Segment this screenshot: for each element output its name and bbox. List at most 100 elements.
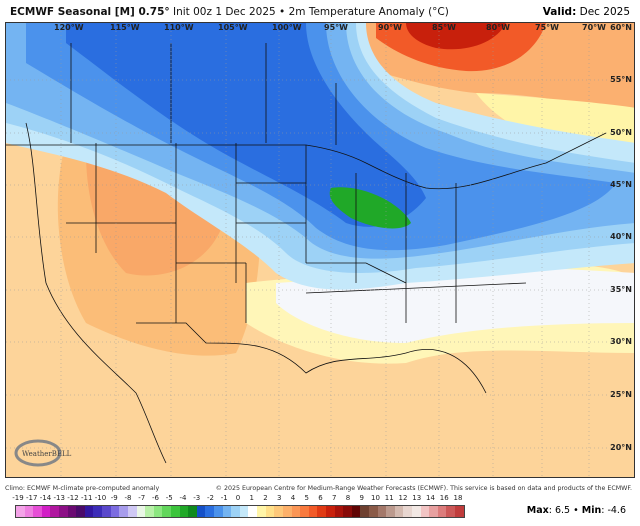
colorbar-swatch bbox=[291, 506, 301, 517]
weatherbell-logo: WeatherBELL bbox=[14, 439, 76, 467]
colorbar-swatch bbox=[265, 506, 275, 517]
lon-label: 110°W bbox=[164, 23, 194, 32]
colorbar-tick-label: -6 bbox=[152, 494, 159, 502]
colorbar-swatch bbox=[110, 506, 120, 517]
colorbar-tick-label: 11 bbox=[384, 494, 394, 502]
lat-label: 35°N bbox=[610, 285, 632, 294]
lon-label: 120°W bbox=[54, 23, 84, 32]
lat-label: 60°N bbox=[610, 23, 632, 32]
lat-label: 30°N bbox=[610, 337, 632, 346]
colorbar-tick-label: -7 bbox=[138, 494, 146, 502]
colorbar-swatch bbox=[420, 506, 430, 517]
colorbar-swatch bbox=[248, 506, 258, 517]
colorbar-swatch bbox=[343, 506, 352, 517]
colorbar-swatch bbox=[41, 506, 51, 517]
lat-label: 50°N bbox=[610, 128, 632, 137]
max-value: 6.5 bbox=[554, 505, 571, 516]
colorbar-tick-label: 18 bbox=[453, 494, 463, 502]
separator: • bbox=[570, 505, 582, 516]
colorbar-tick-label: -10 bbox=[94, 494, 107, 502]
lon-label: 90°W bbox=[378, 23, 402, 32]
colorbar-swatch bbox=[145, 506, 154, 517]
lon-label: 75°W bbox=[535, 23, 559, 32]
lat-label: 55°N bbox=[610, 75, 632, 84]
colorbar-tick-label: -8 bbox=[124, 494, 132, 502]
colorbar-swatch bbox=[437, 506, 447, 517]
svg-text:WeatherBELL: WeatherBELL bbox=[22, 450, 72, 458]
lon-label: 95°W bbox=[324, 23, 348, 32]
temperature-anomaly-map[interactable]: 120°W 115°W 110°W 105°W 100°W 95°W 90°W … bbox=[5, 22, 635, 478]
lon-label: 100°W bbox=[272, 23, 302, 32]
map-title: ECMWF Seasonal [M] 0.75° Init 00z 1 Dec … bbox=[10, 6, 449, 18]
colorbar-tick-label: -13 bbox=[53, 494, 65, 502]
colorbar-swatch bbox=[214, 506, 223, 517]
colorbar-tick-label: 0 bbox=[235, 494, 241, 502]
colorbar-swatch bbox=[102, 506, 111, 517]
colorbar-swatch bbox=[429, 506, 438, 517]
colorbar-tick-label: -9 bbox=[110, 494, 118, 502]
colorbar-swatch bbox=[127, 506, 137, 517]
colorbar-tick-label: 14 bbox=[426, 494, 435, 502]
colorbar-swatch bbox=[446, 506, 456, 517]
colorbar-swatch bbox=[239, 506, 249, 517]
colorbar-tick-label: 16 bbox=[439, 494, 449, 502]
colorbar-tick-label: 9 bbox=[359, 494, 364, 502]
colorbar-swatch bbox=[377, 506, 387, 517]
lat-label: 20°N bbox=[610, 443, 632, 452]
colorbar-swatch bbox=[403, 506, 413, 517]
colorbar-tick-label: 13 bbox=[412, 494, 422, 502]
colorbar-swatch bbox=[50, 506, 60, 517]
colorbar-swatch bbox=[67, 506, 77, 517]
colorbar-tick-label: -11 bbox=[81, 494, 93, 502]
colorbar-tick-label: -14 bbox=[39, 494, 52, 502]
lat-label: 45°N bbox=[610, 180, 632, 189]
colorbar-swatch bbox=[257, 506, 266, 517]
colorbar-tick-label: -1 bbox=[220, 494, 228, 502]
colorbar-swatch bbox=[24, 506, 34, 517]
colorbar-tick-label: 7 bbox=[332, 494, 337, 502]
colorbar-swatch bbox=[16, 506, 25, 517]
colorbar-swatch bbox=[170, 506, 180, 517]
colorbar-tick-label: -12 bbox=[67, 494, 79, 502]
colorbar-swatch bbox=[33, 506, 42, 517]
lat-label: 40°N bbox=[610, 232, 632, 241]
colorbar-tick-label: -2 bbox=[207, 494, 214, 502]
anomaly-field bbox=[6, 23, 634, 477]
colorbar-tick-label: 5 bbox=[304, 494, 309, 502]
max-label: Max bbox=[526, 505, 549, 516]
colorbar-swatch bbox=[136, 506, 146, 517]
colorbar-swatch bbox=[231, 506, 240, 517]
colorbar-tick-label: -5 bbox=[165, 494, 173, 502]
colorbar-swatch bbox=[274, 506, 283, 517]
colorbar-swatch bbox=[84, 506, 94, 517]
colorbar-swatch bbox=[179, 506, 189, 517]
colorbar-swatch bbox=[455, 506, 464, 517]
colorbar-swatch bbox=[59, 506, 68, 517]
colorbar-swatch bbox=[300, 506, 309, 517]
lon-label: 70°W bbox=[582, 23, 606, 32]
colorbar-tick-label: 3 bbox=[277, 494, 282, 502]
colorbar-swatch bbox=[93, 506, 103, 517]
colorbar-tick-label: 4 bbox=[290, 494, 296, 502]
colorbar-swatch bbox=[205, 506, 215, 517]
colorbar-swatch bbox=[196, 506, 206, 517]
colorbar-swatch bbox=[334, 506, 344, 517]
colorbar-tick-label: -3 bbox=[193, 494, 201, 502]
lon-label: 85°W bbox=[432, 23, 456, 32]
valid-date: Valid: Dec 2025 bbox=[543, 6, 630, 18]
lon-label: 80°W bbox=[486, 23, 510, 32]
colorbar-tick-label: -4 bbox=[179, 494, 187, 502]
valid-label: Valid: bbox=[542, 6, 577, 18]
lon-label: 115°W bbox=[110, 23, 140, 32]
colorbar-swatch bbox=[386, 506, 395, 517]
valid-value: Dec 2025 bbox=[576, 6, 630, 18]
climo-note: Climo: ECMWF M-climate pre-computed anom… bbox=[5, 485, 160, 492]
colorbar-tick-label: 1 bbox=[249, 494, 254, 502]
colorbar-swatch bbox=[368, 506, 378, 517]
colorbar-swatch bbox=[76, 506, 85, 517]
colorbar bbox=[15, 505, 465, 518]
colorbar-swatch bbox=[317, 506, 326, 517]
colorbar-swatch bbox=[119, 506, 128, 517]
colorbar-tick-label: 10 bbox=[371, 494, 380, 502]
min-label: Min bbox=[581, 505, 602, 516]
